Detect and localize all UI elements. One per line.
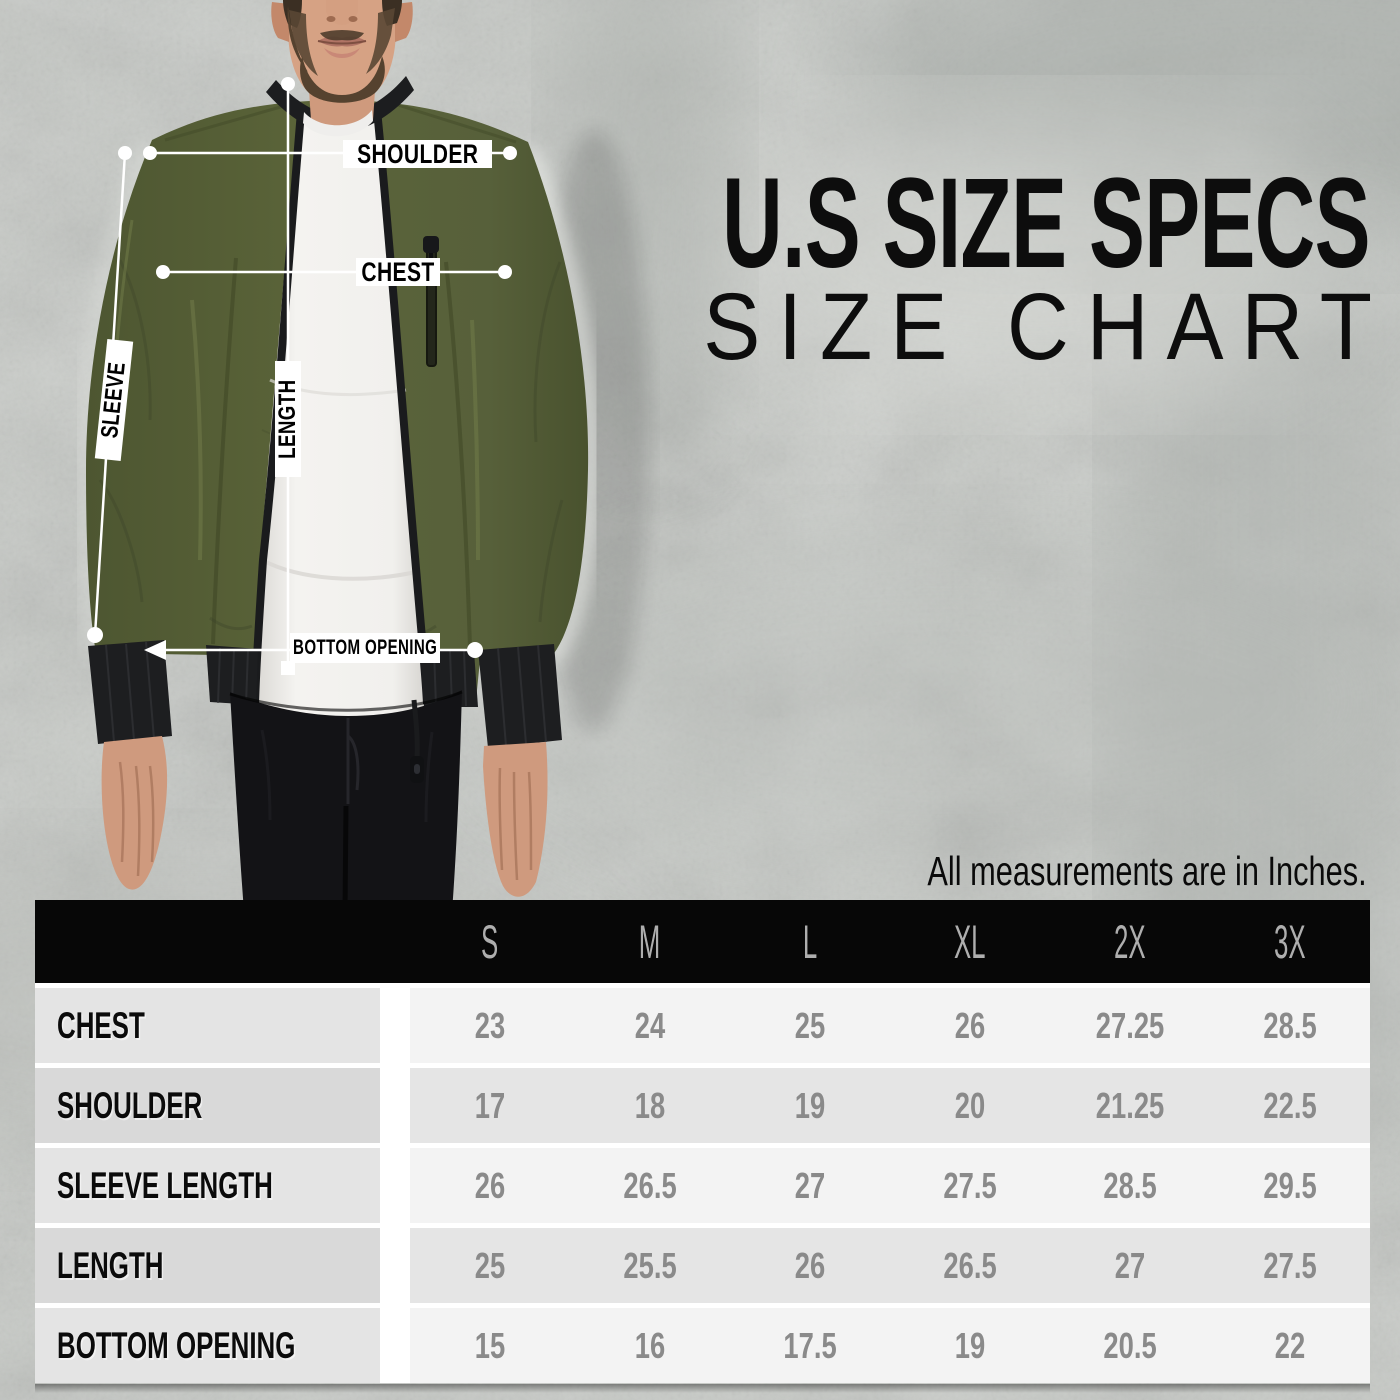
table-row-chest: CHEST 23 24 25 26 27.25 28.5 <box>35 988 1370 1063</box>
row-gutter <box>380 988 410 1063</box>
size-column-l: L <box>802 915 818 968</box>
size-table-header: S M L XL 2X 3X <box>35 900 1370 983</box>
hem-band <box>206 645 478 707</box>
hands <box>101 736 548 897</box>
model-head <box>271 0 413 137</box>
units-note: All measurements are in Inches. <box>927 848 1367 894</box>
row-values: 17 18 19 20 21.25 22.5 <box>410 1068 1370 1143</box>
row-label: LENGTH <box>35 1228 380 1303</box>
size-column-xl: XL <box>954 915 986 968</box>
row-gutter <box>380 1308 410 1383</box>
row-gutter <box>380 1148 410 1223</box>
model-photo <box>77 0 649 912</box>
row-values: 25 25.5 26 26.5 27 27.5 <box>410 1228 1370 1303</box>
row-gutter <box>380 1228 410 1303</box>
row-label: CHEST <box>35 988 380 1063</box>
table-row-length: LENGTH 25 25.5 26 26.5 27 27.5 <box>35 1228 1370 1303</box>
sleeve-cuffs <box>88 640 562 748</box>
row-values: 23 24 25 26 27.25 28.5 <box>410 988 1370 1063</box>
size-column-s: S <box>481 915 499 968</box>
row-label: SLEEVE LENGTH <box>35 1148 380 1223</box>
table-row-bottom-opening: BOTTOM OPENING 15 16 17.5 19 20.5 22 <box>35 1308 1370 1383</box>
row-label: SHOULDER <box>35 1068 380 1143</box>
row-gutter <box>380 1068 410 1143</box>
headline-line1: U.S SIZE SPECS <box>722 152 1370 295</box>
size-chart-table: S M L XL 2X 3X CHEST 23 24 25 26 27.25 2… <box>35 900 1370 1383</box>
shoulder-measure-label: SHOULDER <box>343 139 492 169</box>
chest-measure-label: CHEST <box>356 257 440 287</box>
size-column-2x: 2X <box>1114 915 1146 968</box>
bottom-opening-measure-label: BOTTOM OPENING <box>290 633 440 663</box>
size-column-3x: 3X <box>1274 915 1306 968</box>
table-row-shoulder: SHOULDER 17 18 19 20 21.25 22.5 <box>35 1068 1370 1143</box>
headline-line2: SIZE CHART <box>703 274 1390 380</box>
size-column-m: M <box>639 915 661 968</box>
headline: U.S SIZE SPECS SIZE CHART <box>381 152 1372 375</box>
table-row-sleeve-length: SLEEVE LENGTH 26 26.5 27 27.5 28.5 29.5 <box>35 1148 1370 1223</box>
table-drop-shadow <box>35 1384 1370 1393</box>
zipper-pull <box>410 699 424 783</box>
pants <box>229 690 463 912</box>
row-values: 15 16 17.5 19 20.5 22 <box>410 1308 1370 1383</box>
row-label: BOTTOM OPENING <box>35 1308 380 1383</box>
length-measure-label: LENGTH <box>274 361 301 477</box>
row-values: 26 26.5 27 27.5 28.5 29.5 <box>410 1148 1370 1223</box>
